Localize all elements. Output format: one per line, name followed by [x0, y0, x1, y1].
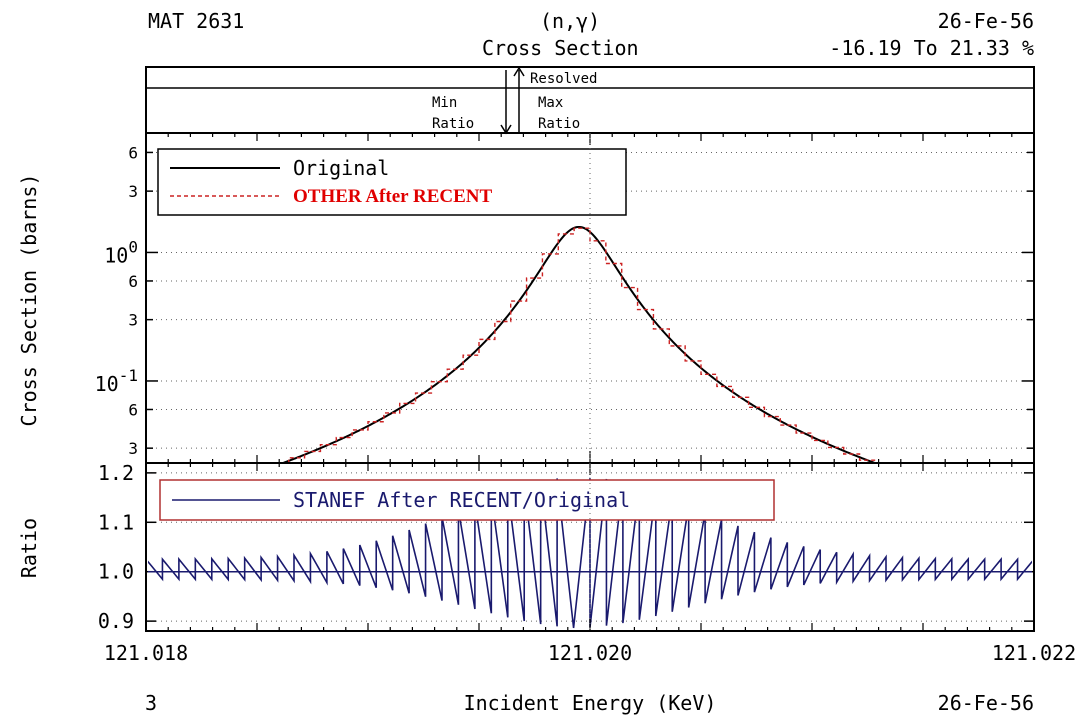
material-label: 26-Fe-56: [938, 9, 1034, 33]
max-ratio-label-1: Max: [538, 95, 563, 111]
x-axis-label: Incident Energy (KeV): [464, 691, 717, 715]
energy-tick-label: 121.022: [992, 641, 1076, 665]
cross-section-y-ticks: 3 6 10-1 3 6 100 3 6: [95, 143, 1034, 458]
ratio-tick-label: 1.0: [98, 560, 134, 584]
ratio-tick-label: 0.9: [98, 609, 134, 633]
legend-original-label: Original: [293, 156, 389, 180]
ratio-curve: [148, 477, 1032, 629]
legend-other-label: OTHER After RECENT: [293, 186, 492, 207]
min-ratio-label-1: Min: [432, 95, 457, 111]
cross-section-tick-label: 3: [128, 311, 138, 330]
ratio-ylabel: Ratio: [17, 518, 41, 578]
cross-section-legend: [157, 148, 627, 216]
min-ratio-label-2: Ratio: [432, 116, 474, 132]
cross-section-tick-label: 100: [104, 237, 138, 267]
range-label: -16.19 To 21.33 %: [829, 36, 1034, 60]
ratio-tick-label: 1.1: [98, 510, 134, 534]
ratio-y-ticks: 0.9 1.0 1.1 1.2: [98, 461, 1034, 633]
cross-section-tick-label: 6: [128, 143, 138, 162]
energy-tick-label: 121.018: [104, 641, 188, 665]
mat-label: MAT 2631: [148, 9, 244, 33]
legend-ratio-label: STANEF After RECENT/Original: [293, 488, 630, 512]
cross-section-tick-label: 3: [128, 182, 138, 201]
resolved-label: Resolved: [530, 71, 597, 87]
quantity-label: Cross Section: [482, 36, 639, 60]
max-ratio-arrowhead: [513, 66, 525, 77]
footer-material-label: 26-Fe-56: [938, 691, 1034, 715]
energy-tick-label: 121.020: [548, 641, 632, 665]
ratio-tick-label: 1.2: [98, 461, 134, 485]
cross-section-grid: [146, 151, 1034, 449]
cross-section-tick-label: 6: [128, 400, 138, 419]
cross-section-tick-label: 10-1: [95, 366, 138, 396]
cross-section-ylabel: Cross Section (barns): [17, 174, 41, 427]
page-number: 3: [145, 691, 157, 715]
cross-section-tick-label: 3: [128, 439, 138, 458]
cross-section-tick-label: 6: [128, 272, 138, 291]
energy-x-ticks: 121.018 121.020 121.022: [104, 133, 1076, 665]
max-ratio-label-2: Ratio: [538, 116, 580, 132]
reaction-label: (n,γ): [540, 9, 600, 33]
